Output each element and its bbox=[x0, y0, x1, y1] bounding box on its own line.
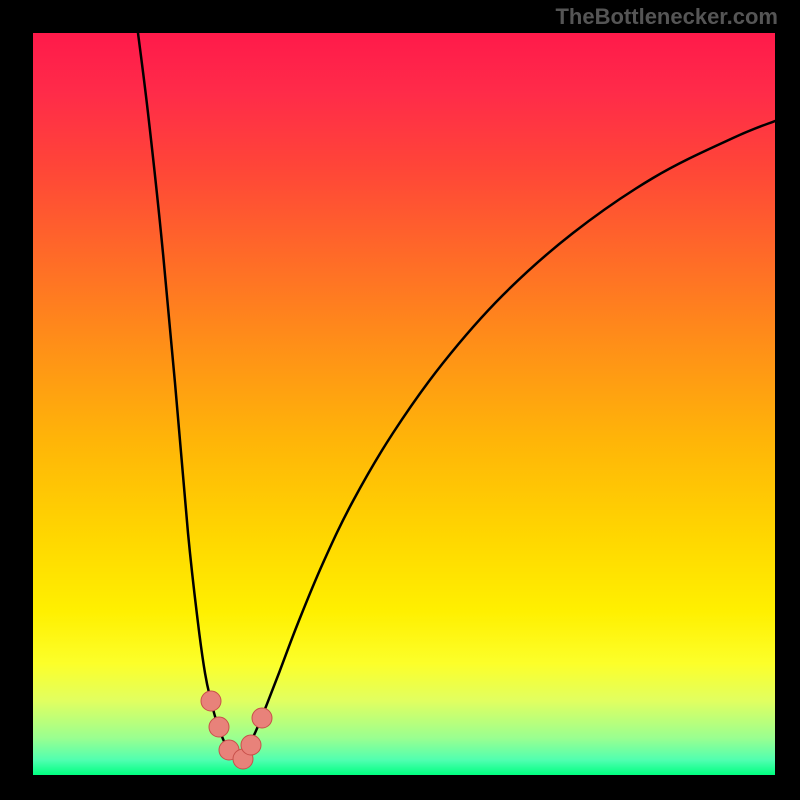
chart-container: TheBottlenecker.com bbox=[0, 0, 800, 800]
data-marker bbox=[201, 691, 221, 711]
curve-left-branch bbox=[138, 33, 237, 761]
curve-right-branch bbox=[237, 121, 775, 761]
data-marker bbox=[209, 717, 229, 737]
data-marker bbox=[241, 735, 261, 755]
data-markers bbox=[201, 691, 272, 769]
curve-overlay bbox=[33, 33, 775, 775]
plot-area bbox=[33, 33, 775, 775]
data-marker bbox=[252, 708, 272, 728]
attribution-text: TheBottlenecker.com bbox=[555, 4, 778, 30]
